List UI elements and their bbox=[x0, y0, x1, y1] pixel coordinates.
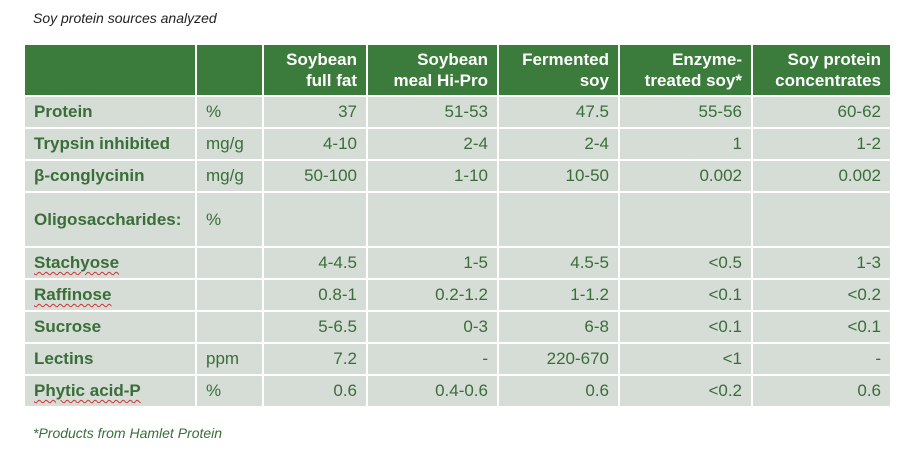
table-cell: 1-1.2 bbox=[497, 278, 620, 312]
row-label: Trypsin inhibited bbox=[23, 127, 197, 161]
table-cell: 51-53 bbox=[366, 95, 499, 129]
table-row: Lectins ppm 7.2 - 220-670 <1 - bbox=[23, 342, 892, 376]
table-cell: 0.002 bbox=[751, 159, 892, 193]
row-unit bbox=[195, 278, 264, 312]
row-label: Raffinose bbox=[23, 278, 197, 312]
soy-protein-table: Soybean full fat Soybean meal Hi-Pro Ferme… bbox=[23, 43, 892, 408]
table-cell bbox=[366, 191, 499, 248]
row-label: Phytic acid-P bbox=[23, 374, 197, 408]
table-cell: <0.1 bbox=[618, 310, 753, 344]
table-cell: <0.5 bbox=[618, 246, 753, 280]
table-cell: 60-62 bbox=[751, 95, 892, 129]
table-cell: 55-56 bbox=[618, 95, 753, 129]
row-unit: % bbox=[195, 95, 264, 129]
column-header: Soybean full fat bbox=[262, 43, 368, 97]
column-header: Soybean meal Hi-Pro bbox=[366, 43, 499, 97]
table-footnote: *Products from Hamlet Protein bbox=[33, 425, 223, 441]
table-cell: <0.2 bbox=[618, 374, 753, 408]
table-caption: Soy protein sources analyzed bbox=[33, 10, 217, 26]
row-label: Lectins bbox=[23, 342, 197, 376]
table-row: β-conglycinin mg/g 50-100 1-10 10-50 0.0… bbox=[23, 159, 892, 193]
table-cell: 0-3 bbox=[366, 310, 499, 344]
row-unit: ppm bbox=[195, 342, 264, 376]
column-header: Fermented soy bbox=[497, 43, 620, 97]
table-cell: 1-5 bbox=[366, 246, 499, 280]
table-cell: 7.2 bbox=[262, 342, 368, 376]
row-unit bbox=[195, 246, 264, 280]
table-cell: 1 bbox=[618, 127, 753, 161]
row-unit: % bbox=[195, 191, 264, 248]
table-cell: <1 bbox=[618, 342, 753, 376]
table-cell bbox=[751, 191, 892, 248]
table-cell: 1-2 bbox=[751, 127, 892, 161]
table-cell: 4-4.5 bbox=[262, 246, 368, 280]
table-row: Sucrose 5-6.5 0-3 6-8 <0.1 <0.1 bbox=[23, 310, 892, 344]
table-row: Protein % 37 51-53 47.5 55-56 60-62 bbox=[23, 95, 892, 129]
table-row: Oligosaccharides: % bbox=[23, 191, 892, 248]
table-cell: 47.5 bbox=[497, 95, 620, 129]
table-cell: 4-10 bbox=[262, 127, 368, 161]
table-cell: 0.8-1 bbox=[262, 278, 368, 312]
table-cell bbox=[262, 191, 368, 248]
table-row: Trypsin inhibited mg/g 4-10 2-4 2-4 1 1-… bbox=[23, 127, 892, 161]
table-cell: 10-50 bbox=[497, 159, 620, 193]
row-label: Stachyose bbox=[23, 246, 197, 280]
table-cell: 4.5-5 bbox=[497, 246, 620, 280]
row-label: β-conglycinin bbox=[23, 159, 197, 193]
header-empty-label bbox=[23, 43, 197, 97]
table-cell: <0.1 bbox=[751, 310, 892, 344]
table-cell: 37 bbox=[262, 95, 368, 129]
table-cell: 6-8 bbox=[497, 310, 620, 344]
row-label: Sucrose bbox=[23, 310, 197, 344]
column-header: Enzyme-treated soy* bbox=[618, 43, 753, 97]
table-cell: - bbox=[751, 342, 892, 376]
table-cell: <0.2 bbox=[751, 278, 892, 312]
row-unit bbox=[195, 310, 264, 344]
row-unit: % bbox=[195, 374, 264, 408]
row-unit: mg/g bbox=[195, 159, 264, 193]
table-cell: 0.6 bbox=[262, 374, 368, 408]
table-cell: 2-4 bbox=[366, 127, 499, 161]
table-cell: 2-4 bbox=[497, 127, 620, 161]
table-cell: <0.1 bbox=[618, 278, 753, 312]
table-cell: - bbox=[366, 342, 499, 376]
table-row: Phytic acid-P % 0.6 0.4-0.6 0.6 <0.2 0.6 bbox=[23, 374, 892, 408]
table-cell: 0.6 bbox=[751, 374, 892, 408]
table-cell: 50-100 bbox=[262, 159, 368, 193]
table-cell: 220-670 bbox=[497, 342, 620, 376]
column-header: Soy protein concentrates bbox=[751, 43, 892, 97]
table-cell: 0.002 bbox=[618, 159, 753, 193]
row-unit: mg/g bbox=[195, 127, 264, 161]
table-cell: 0.2-1.2 bbox=[366, 278, 499, 312]
table-cell: 0.6 bbox=[497, 374, 620, 408]
table-cell: 5-6.5 bbox=[262, 310, 368, 344]
header-empty-unit bbox=[195, 43, 264, 97]
table-cell: 1-10 bbox=[366, 159, 499, 193]
table-cell: 1-3 bbox=[751, 246, 892, 280]
header-row: Soybean full fat Soybean meal Hi-Pro Ferme… bbox=[23, 43, 892, 97]
table-row: Raffinose 0.8-1 0.2-1.2 1-1.2 <0.1 <0.2 bbox=[23, 278, 892, 312]
row-label: Protein bbox=[23, 95, 197, 129]
table-row: Stachyose 4-4.5 1-5 4.5-5 <0.5 1-3 bbox=[23, 246, 892, 280]
table-cell: 0.4-0.6 bbox=[366, 374, 499, 408]
row-label: Oligosaccharides: bbox=[23, 191, 197, 248]
table-cell bbox=[618, 191, 753, 248]
table-cell bbox=[497, 191, 620, 248]
